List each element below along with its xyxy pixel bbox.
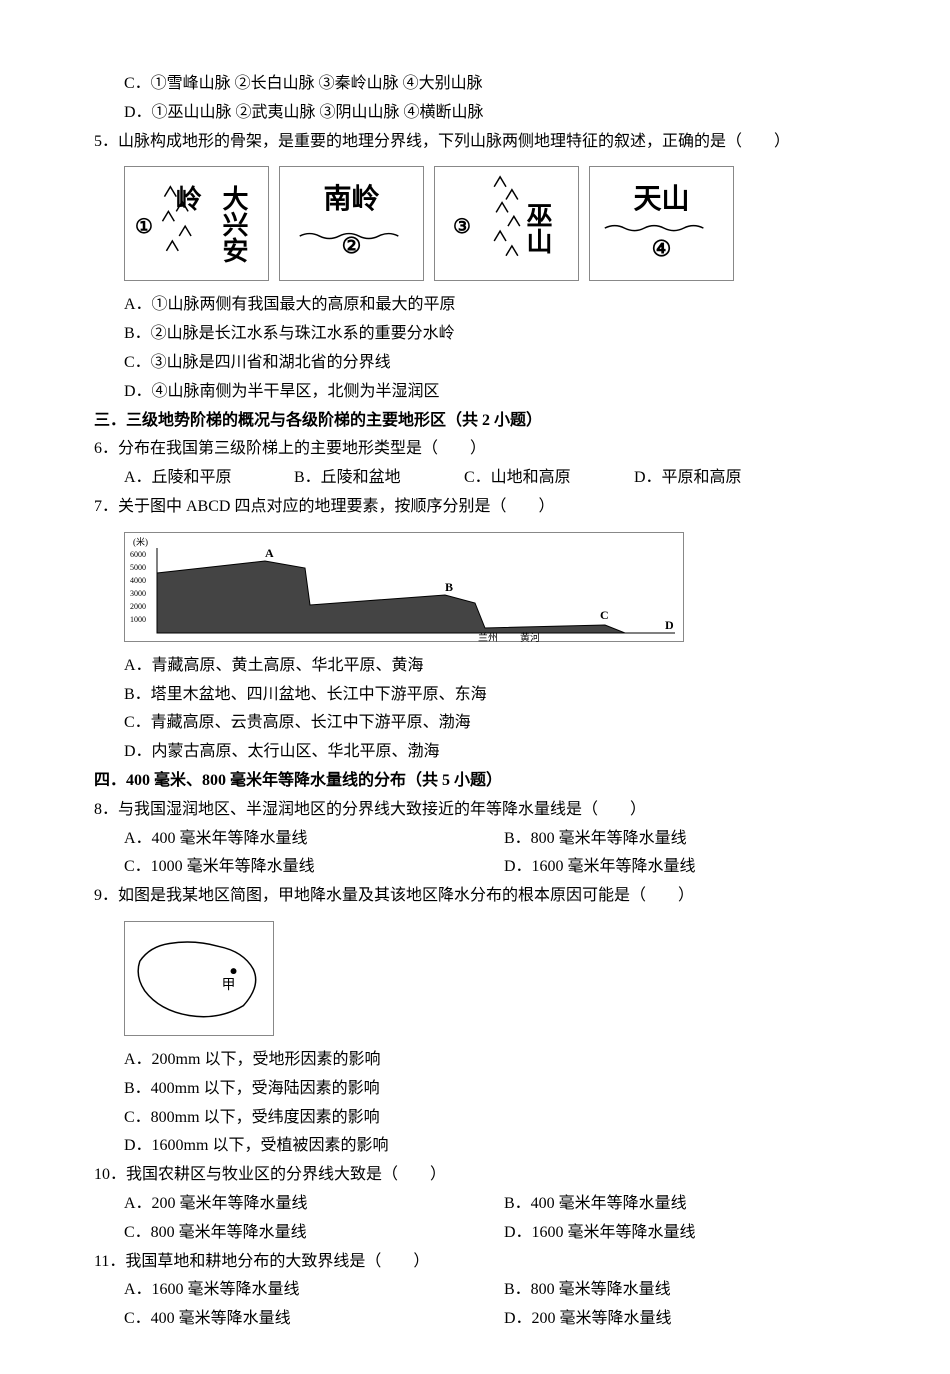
q9-text: 9．如图是我某地区简图，甲地降水量及其该地区降水分布的根本原因可能是（ ） — [70, 882, 880, 911]
circle-1-icon: ① — [135, 209, 153, 245]
q11-options-row2: C．400 毫米等降水量线 D．200 毫米等降水量线 — [70, 1305, 880, 1334]
q7-elevation-chart: (米) 6000 5000 4000 3000 2000 1000 A B C … — [124, 532, 684, 642]
intro-option-d: D．①巫山山脉 ②武夷山脉 ③阴山山脉 ④横断山脉 — [70, 99, 880, 128]
label-huanghe: 黄河 — [520, 631, 540, 643]
circle-2-icon: ② — [342, 226, 362, 266]
q6-options: A．丘陵和平原 B．丘陵和盆地 C．山地和高原 D．平原和高原 — [70, 464, 880, 493]
q6-opt-d: D．平原和高原 — [634, 464, 804, 493]
q5-opt-c: C．③山脉是四川省和湖北省的分界线 — [70, 349, 880, 378]
q10-opt-d: D．1600 毫米年等降水量线 — [504, 1219, 884, 1248]
q5-opt-d: D．④山脉南侧为半干旱区，北侧为半湿润区 — [70, 378, 880, 407]
section-3-title: 三．三级地势阶梯的概况与各级阶梯的主要地形区（共 2 小题） — [70, 407, 880, 436]
q5-text: 5．山脉构成地形的骨架，是重要的地理分界线，下列山脉两侧地理特征的叙述，正确的是… — [70, 128, 880, 157]
q6-opt-a: A．丘陵和平原 — [124, 464, 294, 493]
q10-opt-c: C．800 毫米年等降水量线 — [124, 1219, 504, 1248]
q9-opt-c: C．800mm 以下，受纬度因素的影响 — [70, 1104, 880, 1133]
q5-image-2: 南岭 ② — [279, 166, 424, 281]
label-1: 大兴安岭 — [162, 185, 256, 280]
q6-opt-b: B．丘陵和盆地 — [294, 464, 464, 493]
q11-opt-b: B．800 毫米等降水量线 — [504, 1276, 884, 1305]
q10-opt-a: A．200 毫米年等降水量线 — [124, 1190, 504, 1219]
q8-options-row1: A．400 毫米年等降水量线 B．800 毫米年等降水量线 — [70, 825, 880, 854]
circle-3-icon: ③ — [453, 209, 471, 245]
q9-map: 甲 — [124, 921, 274, 1036]
section-4-title: 四．400 毫米、800 毫米年等降水量线的分布（共 5 小题） — [70, 767, 880, 796]
q9-opt-b: B．400mm 以下，受海陆因素的影响 — [70, 1075, 880, 1104]
y-5000: 5000 — [130, 563, 146, 572]
label-4: 天山 — [633, 175, 689, 225]
q10-options-row1: A．200 毫米年等降水量线 B．400 毫米年等降水量线 — [70, 1190, 880, 1219]
q7-opt-b: B．塔里木盆地、四川盆地、长江中下游平原、东海 — [70, 681, 880, 710]
point-c: C — [600, 608, 609, 622]
y-3000: 3000 — [130, 589, 146, 598]
q8-opt-a: A．400 毫米年等降水量线 — [124, 825, 504, 854]
elevation-profile-icon: (米) 6000 5000 4000 3000 2000 1000 A B C … — [125, 533, 685, 643]
q7-text: 7．关于图中 ABCD 四点对应的地理要素，按顺序分别是（ ） — [70, 493, 880, 522]
y-1000: 1000 — [130, 615, 146, 624]
q8-opt-c: C．1000 毫米年等降水量线 — [124, 853, 504, 882]
circle-4-icon: ④ — [652, 229, 672, 269]
q8-options-row2: C．1000 毫米年等降水量线 D．1600 毫米年等降水量线 — [70, 853, 880, 882]
q6-text: 6．分布在我国第三级阶梯上的主要地形类型是（ ） — [70, 435, 880, 464]
q5-image-1: ① 大兴安岭 — [124, 166, 269, 281]
q9-opt-a: A．200mm 以下，受地形因素的影响 — [70, 1046, 880, 1075]
q8-opt-d: D．1600 毫米年等降水量线 — [504, 853, 884, 882]
q5-image-4: 天山 ④ — [589, 166, 734, 281]
q8-opt-b: B．800 毫米年等降水量线 — [504, 825, 884, 854]
q11-text: 11．我国草地和耕地分布的大致界线是（ ） — [70, 1248, 880, 1277]
q5-image-row: ① 大兴安岭 南岭 ② ③ 巫山 天山 ④ — [70, 156, 880, 291]
point-a: A — [265, 546, 274, 560]
y-6000: 6000 — [130, 550, 146, 559]
q7-opt-c: C．青藏高原、云贵高原、长江中下游平原、渤海 — [70, 709, 880, 738]
map-label-jia: 甲 — [222, 977, 236, 992]
q7-opt-d: D．内蒙古高原、太行山区、华北平原、渤海 — [70, 738, 880, 767]
label-2: 南岭 — [323, 175, 379, 225]
label-lanzhou: 兰州 — [478, 631, 498, 643]
q5-image-3: ③ 巫山 — [434, 166, 579, 281]
y-4000: 4000 — [130, 576, 146, 585]
q6-opt-c: C．山地和高原 — [464, 464, 634, 493]
y-2000: 2000 — [130, 602, 146, 611]
y-unit-label: (米) — [133, 536, 148, 547]
point-d: D — [665, 618, 674, 632]
q5-opt-b: B．②山脉是长江水系与珠江水系的重要分水岭 — [70, 320, 880, 349]
q11-opt-a: A．1600 毫米等降水量线 — [124, 1276, 504, 1305]
q11-opt-d: D．200 毫米等降水量线 — [504, 1305, 884, 1334]
label-3: 巫山 — [513, 202, 560, 254]
q10-text: 10．我国农耕区与牧业区的分界线大致是（ ） — [70, 1161, 880, 1190]
q10-options-row2: C．800 毫米年等降水量线 D．1600 毫米年等降水量线 — [70, 1219, 880, 1248]
q10-opt-b: B．400 毫米年等降水量线 — [504, 1190, 884, 1219]
q7-opt-a: A．青藏高原、黄土高原、华北平原、黄海 — [70, 652, 880, 681]
q9-opt-d: D．1600mm 以下，受植被因素的影响 — [70, 1132, 880, 1161]
intro-option-c: C．①雪峰山脉 ②长白山脉 ③秦岭山脉 ④大别山脉 — [70, 70, 880, 99]
q5-opt-a: A．①山脉两侧有我国最大的高原和最大的平原 — [70, 291, 880, 320]
q11-opt-c: C．400 毫米等降水量线 — [124, 1305, 504, 1334]
q11-options-row1: A．1600 毫米等降水量线 B．800 毫米等降水量线 — [70, 1276, 880, 1305]
q8-text: 8．与我国湿润地区、半湿润地区的分界线大致接近的年等降水量线是（ ） — [70, 796, 880, 825]
region-map-icon: 甲 — [125, 921, 273, 1036]
point-b: B — [445, 580, 453, 594]
